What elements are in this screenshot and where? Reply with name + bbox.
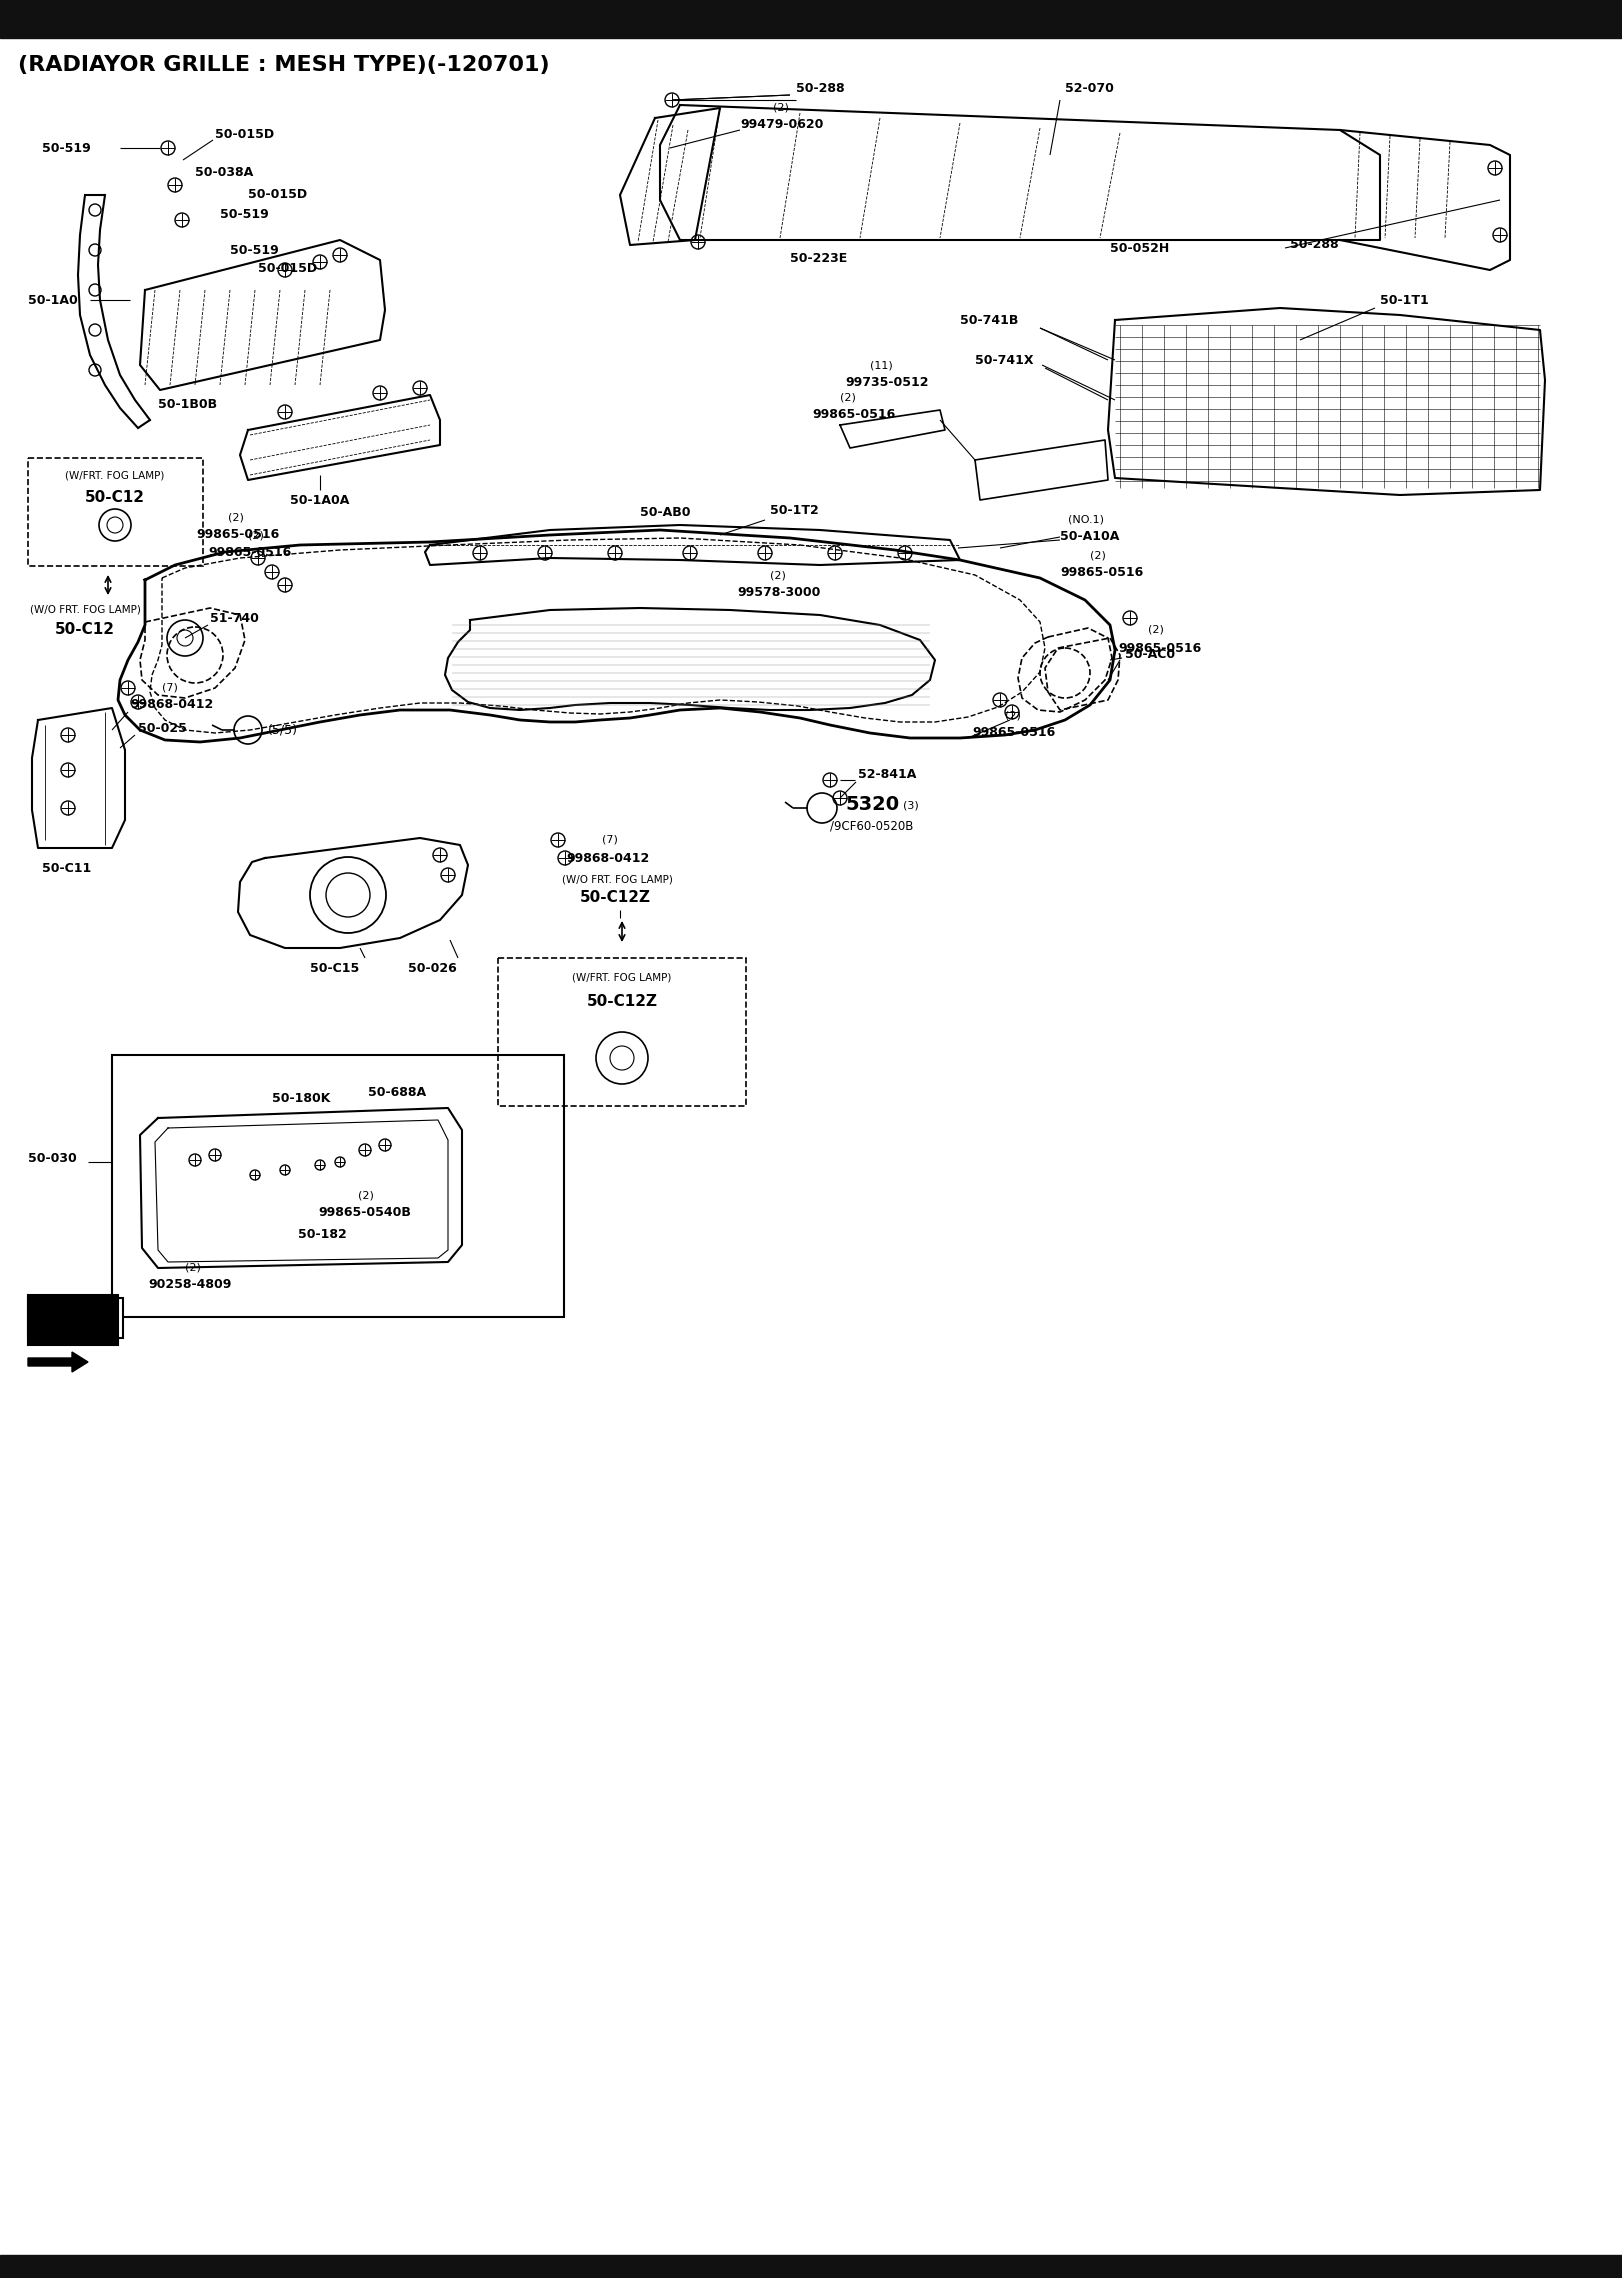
Text: 50-1A0A: 50-1A0A <box>290 494 349 506</box>
Text: 50-025: 50-025 <box>138 722 187 734</box>
Text: (W/O FRT. FOG LAMP): (W/O FRT. FOG LAMP) <box>561 875 673 884</box>
Text: 50-AB0: 50-AB0 <box>641 506 691 519</box>
Bar <box>112 1055 564 1317</box>
Text: (NO.1): (NO.1) <box>1067 515 1105 524</box>
Text: 99865-0516: 99865-0516 <box>1118 642 1202 654</box>
Text: 50-180K: 50-180K <box>272 1091 331 1105</box>
Text: 50-C12: 50-C12 <box>84 490 144 506</box>
Text: 50-C12Z: 50-C12Z <box>587 995 657 1009</box>
Text: 50-741X: 50-741X <box>975 353 1033 367</box>
Text: FWD: FWD <box>52 1312 94 1328</box>
Text: (W/O FRT. FOG LAMP): (W/O FRT. FOG LAMP) <box>29 606 141 615</box>
Text: (11): (11) <box>869 360 892 369</box>
Text: 52-841A: 52-841A <box>858 768 916 781</box>
Text: (RADIAYOR GRILLE : MESH TYPE)(-120701): (RADIAYOR GRILLE : MESH TYPE)(-120701) <box>18 55 550 75</box>
Text: FWD: FWD <box>55 1310 96 1326</box>
Polygon shape <box>28 1298 71 1337</box>
Text: 50-015D: 50-015D <box>216 128 274 141</box>
Text: 5320: 5320 <box>845 795 899 816</box>
Text: (2): (2) <box>185 1262 201 1273</box>
Text: 99479-0620: 99479-0620 <box>740 118 824 132</box>
Text: 99865-0516: 99865-0516 <box>813 408 895 421</box>
Text: 50-C11: 50-C11 <box>42 861 91 875</box>
Text: (2): (2) <box>770 572 787 581</box>
Polygon shape <box>28 1294 118 1344</box>
Text: 99865-0516: 99865-0516 <box>196 528 279 542</box>
Text: (W/FRT. FOG LAMP): (W/FRT. FOG LAMP) <box>65 469 165 481</box>
Text: (2): (2) <box>358 1189 375 1201</box>
Text: (2): (2) <box>1006 711 1020 720</box>
Text: 99868-0412: 99868-0412 <box>130 699 212 711</box>
Text: 50-1T2: 50-1T2 <box>770 503 819 517</box>
Text: 99735-0512: 99735-0512 <box>845 376 928 390</box>
Bar <box>0 2255 1622 2278</box>
Text: 50-1B0B: 50-1B0B <box>157 399 217 412</box>
Text: 51-740: 51-740 <box>209 611 260 624</box>
Text: 50-519: 50-519 <box>221 210 269 221</box>
Text: (2): (2) <box>774 103 788 114</box>
Text: 50-015D: 50-015D <box>248 189 307 200</box>
Text: 50-038A: 50-038A <box>195 166 253 178</box>
Text: 50-026: 50-026 <box>409 961 457 975</box>
Text: (2): (2) <box>1090 549 1106 560</box>
Text: 50-AC0: 50-AC0 <box>1126 649 1174 661</box>
Text: 99578-3000: 99578-3000 <box>736 585 821 599</box>
Text: 99865-0516: 99865-0516 <box>208 544 292 558</box>
Polygon shape <box>28 1353 88 1371</box>
Text: 50-519: 50-519 <box>230 244 279 257</box>
Text: 50-288: 50-288 <box>796 82 845 93</box>
Text: /9CF60-0520B: /9CF60-0520B <box>830 820 913 831</box>
Text: 50-688A: 50-688A <box>368 1087 427 1098</box>
Text: 50-1A0: 50-1A0 <box>28 294 78 308</box>
Text: (2): (2) <box>1148 624 1165 636</box>
Text: (5/5): (5/5) <box>268 724 298 736</box>
Text: 50-288: 50-288 <box>1289 239 1338 251</box>
Bar <box>0 0 1622 39</box>
Text: (3): (3) <box>903 800 918 811</box>
Text: 99865-0540B: 99865-0540B <box>318 1205 410 1219</box>
Text: (2): (2) <box>840 394 856 403</box>
Text: 99865-0516: 99865-0516 <box>972 724 1056 738</box>
Text: (2): (2) <box>229 513 243 524</box>
Text: 50-030: 50-030 <box>28 1150 76 1164</box>
Text: 50-C15: 50-C15 <box>310 961 358 975</box>
Text: 52-070: 52-070 <box>1066 82 1114 93</box>
Text: 50-052H: 50-052H <box>1109 241 1169 255</box>
Text: 50-C12: 50-C12 <box>55 622 115 638</box>
Text: 50-015D: 50-015D <box>258 262 318 276</box>
Text: (W/FRT. FOG LAMP): (W/FRT. FOG LAMP) <box>573 973 672 984</box>
Text: (2): (2) <box>248 531 264 540</box>
Text: 50-182: 50-182 <box>298 1228 347 1242</box>
Text: 50-1T1: 50-1T1 <box>1380 294 1429 308</box>
Text: 50-519: 50-519 <box>42 141 91 155</box>
Text: 90258-4809: 90258-4809 <box>148 1278 232 1292</box>
Text: 50-C12Z: 50-C12Z <box>581 891 650 904</box>
Text: 50-223E: 50-223E <box>790 251 847 264</box>
Text: 99868-0412: 99868-0412 <box>566 852 649 863</box>
Text: (7): (7) <box>602 836 618 845</box>
Bar <box>28 1298 123 1337</box>
Text: 50-A10A: 50-A10A <box>1061 531 1119 544</box>
Text: 50-741B: 50-741B <box>960 314 1019 326</box>
Text: 99865-0516: 99865-0516 <box>1061 565 1144 579</box>
Text: (7): (7) <box>162 683 178 693</box>
